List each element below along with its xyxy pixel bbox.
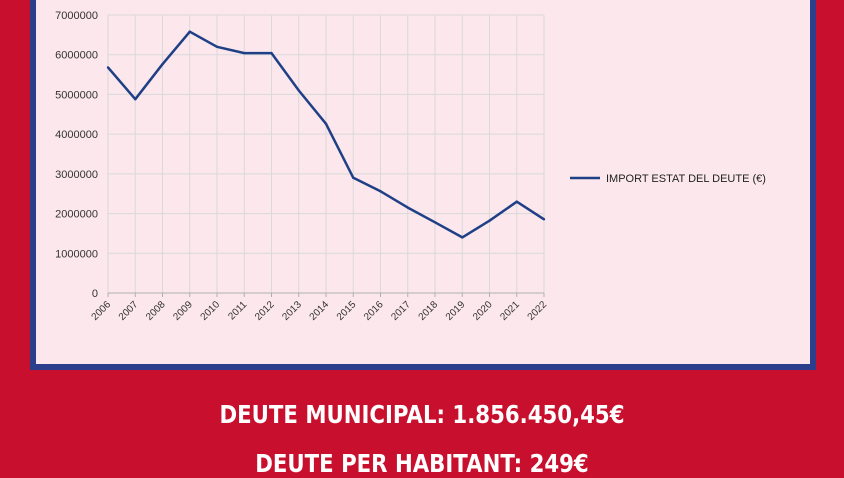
y-tick-label: 2000000: [55, 209, 98, 221]
x-tick-label: 2022: [526, 299, 550, 323]
x-tick-label: 2014: [308, 299, 332, 323]
data-point: [433, 221, 437, 224]
data-point: [297, 89, 300, 92]
x-tick-label: 2016: [362, 299, 386, 323]
data-point: [542, 218, 546, 221]
x-tick-label: 2021: [498, 299, 522, 323]
x-tick-label: 2006: [90, 299, 114, 323]
x-tick-label: 2010: [199, 299, 223, 323]
data-point: [406, 206, 409, 209]
data-point: [243, 51, 246, 55]
data-point: [461, 236, 464, 239]
data-point: [106, 66, 110, 69]
x-tick-label: 2013: [280, 299, 304, 323]
x-tick-label: 2020: [471, 299, 495, 323]
data-point: [379, 190, 382, 193]
x-tick-label: 2007: [117, 299, 141, 323]
x-tick-label: 2012: [253, 299, 277, 323]
debt-line-chart: 0 1000000 2000000 3000000 4000000 5000000 6000…: [55, 10, 766, 323]
y-tick-label: 4000000: [55, 129, 98, 141]
debt-per-capita-caption: DEUTE PER HABITANT: 249€: [255, 449, 589, 478]
data-point: [134, 97, 137, 101]
data-point: [488, 219, 491, 222]
x-tick-label: 2018: [417, 299, 441, 323]
debt-total-caption: DEUTE MUNICIPAL: 1.856.450,45€: [219, 400, 625, 429]
x-tick-label: 2009: [171, 299, 195, 323]
y-tick-label: 0: [92, 288, 98, 300]
chart-frame: 0 1000000 2000000 3000000 4000000 5000000 6000…: [30, 0, 816, 370]
plot-area: 0 1000000 2000000 3000000 4000000 5000000 6000…: [36, 0, 810, 364]
y-tick-label: 7000000: [55, 10, 98, 22]
data-point: [215, 45, 219, 48]
x-tick-label: 2017: [389, 299, 413, 323]
data-point: [270, 51, 273, 55]
y-tick-label: 3000000: [55, 169, 98, 181]
x-tick-label: 2008: [144, 299, 168, 323]
data-point: [188, 30, 191, 33]
y-tick-label: 5000000: [55, 89, 98, 101]
x-tick-label: 2011: [226, 299, 249, 322]
y-tick-label: 6000000: [55, 50, 98, 62]
legend-label: IMPORT ESTAT DEL DEUTE (€): [606, 173, 766, 185]
data-point: [324, 122, 328, 126]
data-point: [352, 176, 355, 180]
x-tick-label: 2019: [444, 299, 468, 323]
x-tick-label: 2015: [335, 299, 359, 323]
data-point: [515, 200, 518, 203]
y-tick-label: 1000000: [55, 248, 98, 260]
data-point: [161, 63, 164, 66]
